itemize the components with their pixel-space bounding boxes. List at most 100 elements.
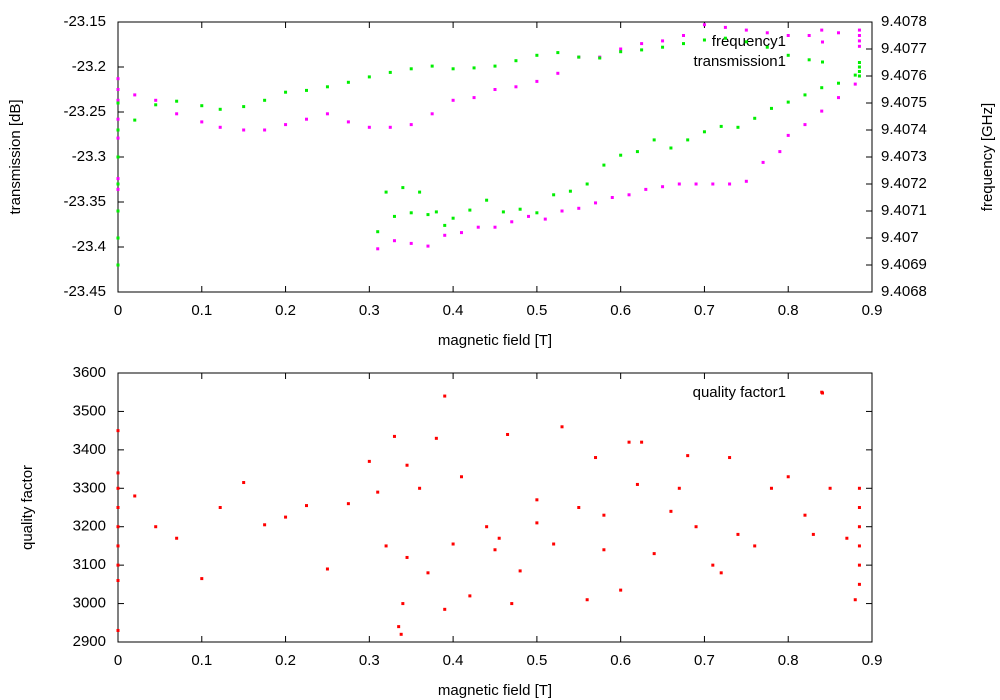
data-point (116, 525, 120, 529)
data-point (392, 434, 396, 438)
data-point (485, 198, 489, 202)
x-tick-label: 0.8 (778, 302, 799, 319)
data-point (116, 101, 120, 105)
data-point (367, 75, 371, 79)
data-point (116, 563, 120, 567)
data-point (857, 34, 861, 37)
x-tick-label: 0.5 (526, 302, 547, 319)
data-point (401, 602, 405, 606)
y-axis-label: quality factor (19, 465, 36, 550)
data-point (451, 216, 455, 220)
data-point (857, 44, 861, 48)
data-point (397, 625, 401, 629)
x-tick-label: 0.2 (275, 652, 296, 669)
y-axis-label: transmission [dB] (7, 99, 24, 214)
data-point (619, 47, 623, 51)
data-point (325, 85, 329, 89)
data-point (836, 31, 840, 35)
data-point (769, 486, 773, 490)
data-point (728, 456, 732, 460)
data-point (853, 73, 857, 77)
data-point (133, 494, 137, 498)
data-point (405, 555, 409, 559)
data-point (661, 185, 665, 189)
data-point (560, 425, 564, 429)
data-point (602, 513, 606, 517)
data-point (476, 225, 480, 229)
data-point (836, 96, 840, 100)
data-point (430, 64, 434, 68)
data-point (346, 502, 350, 506)
data-point (711, 563, 715, 567)
data-point (602, 163, 606, 167)
data-point (451, 542, 455, 546)
data-point (409, 241, 413, 245)
y-tick-label: -23.15 (63, 13, 106, 30)
data-point (409, 211, 413, 215)
data-point (218, 506, 222, 509)
data-point (305, 117, 308, 121)
data-point (669, 146, 673, 150)
data-point (652, 552, 656, 556)
data-point (175, 99, 179, 103)
data-point (535, 498, 539, 502)
y2-tick-label: 9.4076 (881, 67, 927, 84)
x-tick-label: 0.1 (191, 302, 212, 319)
data-point (175, 112, 179, 116)
data-point (661, 39, 665, 43)
data-point (619, 588, 623, 592)
data-point (116, 263, 120, 267)
data-point (493, 225, 497, 229)
data-point (702, 130, 706, 134)
data-point (682, 42, 685, 46)
data-point (154, 525, 158, 529)
data-point (510, 602, 514, 606)
data-point (116, 77, 120, 81)
data-point (786, 34, 790, 37)
data-point (409, 67, 413, 71)
data-point (263, 523, 267, 527)
data-point (451, 98, 455, 102)
data-point (443, 394, 447, 398)
data-point (284, 123, 288, 127)
y-tick-label: -23.45 (63, 283, 106, 300)
data-point (845, 536, 849, 540)
data-point (610, 196, 614, 199)
data-point (434, 436, 438, 440)
y2-tick-label: 9.4068 (881, 283, 927, 300)
data-point (367, 459, 371, 463)
data-point (640, 48, 644, 52)
data-point (493, 64, 497, 68)
data-point (384, 544, 388, 548)
data-point (242, 128, 246, 132)
x-axis-label: magnetic field [T] (438, 682, 552, 699)
data-point (556, 51, 560, 55)
data-point (535, 79, 539, 83)
data-point (133, 93, 137, 97)
x-tick-label: 0.6 (610, 652, 631, 669)
y2-tick-label: 9.4075 (881, 94, 927, 111)
data-point (459, 475, 463, 479)
data-point (116, 88, 120, 91)
data-point (577, 55, 581, 59)
data-point (807, 34, 811, 37)
x-tick-label: 0.5 (526, 652, 547, 669)
data-point (218, 107, 222, 111)
data-point (857, 65, 861, 69)
y-tick-label: -23.2 (72, 58, 106, 75)
data-point (652, 138, 656, 142)
data-point (857, 28, 861, 32)
data-point (857, 506, 861, 509)
data-point (535, 211, 539, 215)
x-tick-label: 0.4 (443, 302, 464, 319)
x-tick-label: 0.6 (610, 302, 631, 319)
data-point (811, 532, 815, 536)
data-point (577, 506, 581, 509)
data-point (263, 128, 267, 132)
y2-axis-label: frequency [GHz] (979, 103, 996, 211)
data-point (640, 440, 644, 444)
data-point (263, 98, 267, 102)
data-point (677, 182, 681, 186)
data-point (399, 632, 403, 636)
